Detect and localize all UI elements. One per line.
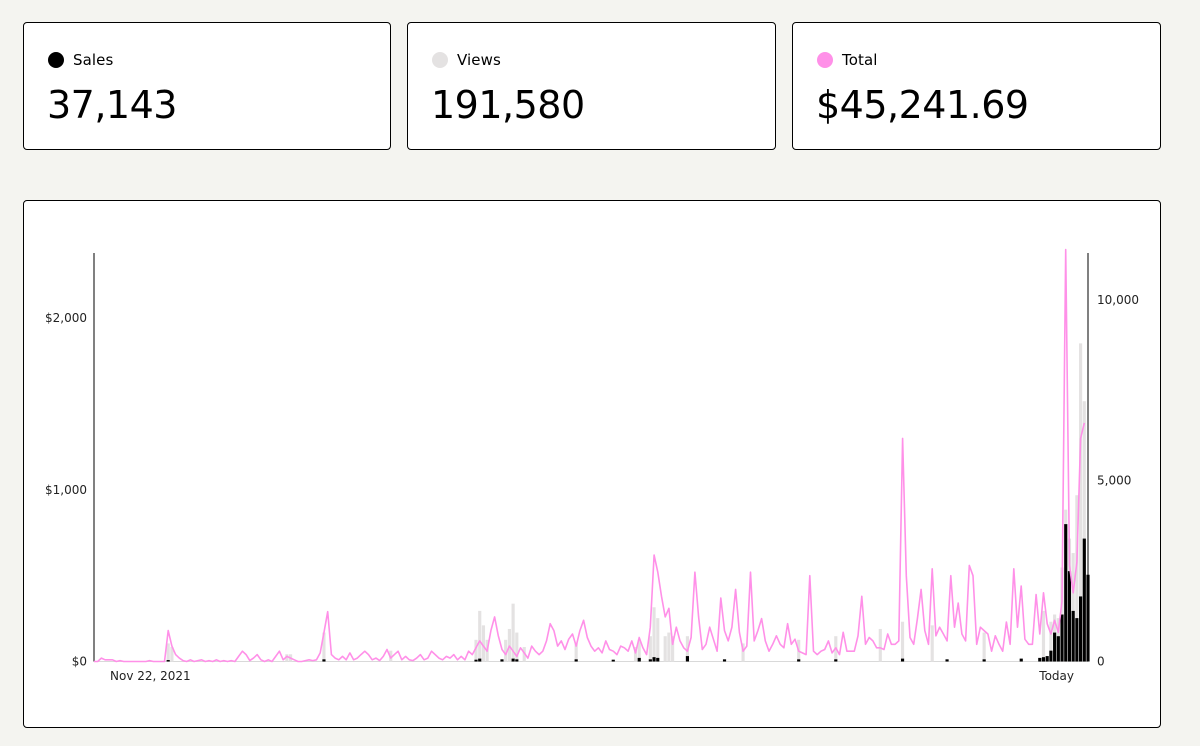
sales-bar [982, 659, 986, 662]
sales-value: 37,143 [47, 83, 177, 127]
views-bar [656, 618, 660, 662]
views-bar [285, 654, 289, 662]
sales-bar [648, 659, 652, 662]
views-legend: Views [432, 51, 501, 69]
views-bar [633, 647, 638, 662]
views-value: 191,580 [431, 83, 585, 127]
sales-bar [1060, 614, 1064, 662]
sales-bar [1041, 657, 1046, 662]
views-bar [652, 607, 656, 662]
sales-bar [685, 656, 690, 662]
views-bar [878, 628, 882, 662]
sales-bar [1053, 632, 1057, 662]
sales-bar [1064, 524, 1068, 662]
sales-bar [637, 657, 641, 662]
views-bar [170, 647, 174, 662]
views-label: Views [457, 51, 501, 69]
sales-card: Sales 37,143 [23, 22, 391, 150]
sales-bar [1056, 636, 1060, 662]
left-axis-tick-label: $1,000 [45, 483, 87, 497]
views-bar [1082, 401, 1086, 662]
views-bar [474, 639, 478, 662]
sales-label: Sales [73, 51, 114, 69]
sales-bar [474, 659, 478, 662]
views-bar [930, 625, 934, 662]
sales-color-dot [48, 52, 64, 68]
views-bar [478, 610, 482, 662]
sales-bar [1019, 658, 1023, 662]
sales-bar [900, 658, 905, 662]
views-bar [507, 628, 511, 662]
total-value: $45,241.69 [816, 83, 1029, 127]
views-bar [667, 632, 671, 662]
right-axis-tick-label: 0 [1097, 655, 1105, 669]
chart-card: $0 $1,000 $2,000 0 5,000 10,000 Nov 22, 2021 To… [23, 200, 1161, 728]
views-color-dot [432, 52, 448, 68]
total-label: Total [842, 51, 878, 69]
sales-bar [652, 657, 656, 662]
sales-bar [945, 659, 949, 662]
sales-bar [797, 659, 801, 662]
views-bar [1060, 567, 1064, 662]
views-bar [1071, 553, 1075, 662]
views-bar [1079, 343, 1083, 662]
views-bar [671, 636, 675, 662]
views-bar [982, 632, 986, 662]
views-bar [166, 643, 170, 662]
sales-bar [722, 659, 727, 662]
right-axis-tick-label: 10,000 [1097, 293, 1139, 307]
total-color-dot [817, 52, 833, 68]
sales-bar [1067, 571, 1072, 662]
sales-bar [166, 660, 170, 662]
views-bar [481, 625, 486, 662]
views-bar [663, 636, 667, 662]
total-card: Total $45,241.69 [792, 22, 1161, 150]
views-bar [515, 632, 519, 662]
views-bar [574, 643, 578, 662]
sales-bar [322, 659, 326, 662]
left-axis-tick-label: $0 [72, 655, 87, 669]
sales-bar [1071, 610, 1075, 662]
total-line [94, 248, 1086, 663]
sales-bar [1079, 596, 1083, 662]
sales-legend: Sales [48, 51, 113, 69]
sales-bar [1038, 657, 1042, 662]
views-bar [648, 636, 652, 662]
views-bar [322, 632, 326, 662]
sales-bar [656, 657, 660, 662]
sales-bar [1086, 574, 1090, 662]
views-bar [741, 643, 745, 662]
sales-bar [574, 659, 578, 662]
sales-bar [478, 658, 482, 662]
left-axis-tick-label: $2,000 [45, 311, 87, 325]
sales-bar [500, 659, 504, 662]
views-bar [1049, 621, 1053, 662]
sales-bar [515, 659, 519, 662]
views-bar [504, 639, 508, 662]
sales-bar [611, 659, 615, 662]
sales-bar [1075, 618, 1079, 662]
total-legend: Total [817, 51, 878, 69]
views-bar [389, 650, 393, 662]
sales-chart[interactable]: $0 $1,000 $2,000 0 5,000 10,000 Nov 22, 2021 To… [24, 201, 1161, 728]
right-axis-tick-label: 5,000 [1097, 474, 1131, 488]
views-card: Views 191,580 [407, 22, 776, 150]
views-bar [511, 603, 515, 662]
sales-bar [1049, 650, 1053, 662]
x-axis-tick-label-end: Today [1038, 669, 1074, 683]
x-axis-tick-label-start: Nov 22, 2021 [110, 669, 191, 683]
views-bar [637, 639, 641, 662]
views-bar [900, 621, 905, 662]
sales-bar [1082, 538, 1086, 662]
sales-bar [1045, 656, 1049, 662]
views-bar [1075, 495, 1079, 662]
sales-bar [834, 659, 838, 662]
sales-bar [511, 658, 515, 662]
views-bar [1041, 610, 1046, 662]
